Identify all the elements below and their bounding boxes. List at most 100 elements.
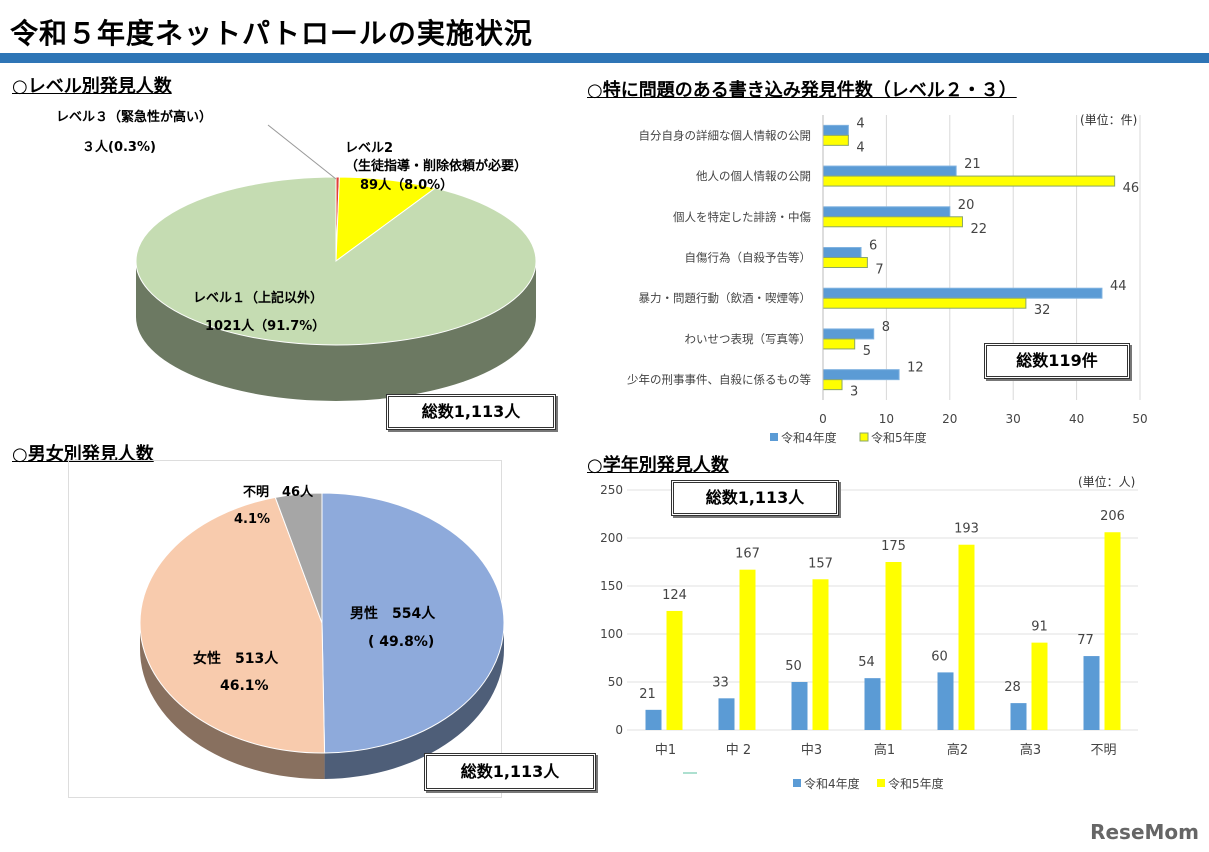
data-label: 4 bbox=[856, 140, 864, 155]
pie-slice-1 bbox=[139, 496, 326, 754]
legend-swatch-1 bbox=[877, 779, 885, 787]
data-label: 44 bbox=[1110, 279, 1127, 294]
problem-unit-label: (単位：件) bbox=[1080, 113, 1138, 127]
data-label: 8 bbox=[882, 320, 890, 335]
bar-r5 bbox=[1104, 532, 1121, 730]
bar-r5 bbox=[739, 569, 756, 730]
category-label: 中1 bbox=[655, 743, 676, 758]
y-tick-label: 200 bbox=[600, 531, 623, 545]
data-label: 193 bbox=[954, 522, 979, 537]
bar-r4 bbox=[1010, 703, 1027, 730]
label-female-name: 女性 513人 bbox=[193, 650, 279, 667]
category-label: 少年の刑事事件、自殺に係るもの等 bbox=[627, 373, 811, 387]
bar-r4 bbox=[645, 709, 662, 730]
data-label: 50 bbox=[785, 659, 802, 674]
y-tick-label: 0 bbox=[615, 723, 623, 737]
bar-r5 bbox=[822, 134, 849, 146]
label-female-pct: 46.1% bbox=[220, 678, 269, 694]
category-label: 個人を特定した誹謗・中傷 bbox=[673, 210, 811, 224]
level-pie-chart: レベル３（緊急性が高い） ３人(0.3%) レベル2 （生徒指導・削除依頼が必要） 89… bbox=[56, 109, 537, 401]
x-tick-label: 20 bbox=[942, 412, 957, 426]
section-title-gender: ○男女別発見人数 bbox=[12, 444, 154, 465]
category-label: 暴力・問題行動（飲酒・喫煙等） bbox=[639, 291, 812, 305]
problem-bar-chart: 0 10 20 30 40 50自分自身の詳細な個人情報の公開44他人の個人情報の公開21… bbox=[627, 115, 1148, 445]
page-title: 令和５年度ネットパトロールの実施状況 bbox=[10, 17, 533, 50]
bar-r5 bbox=[885, 562, 902, 730]
y-tick-label: 50 bbox=[608, 675, 623, 689]
leader-line-level3 bbox=[267, 124, 337, 180]
y-tick-label: 100 bbox=[600, 627, 623, 641]
bar-r4 bbox=[1083, 656, 1100, 730]
label-male-pct: ( 49.8%) bbox=[368, 634, 434, 650]
label-level1-value: 1021人（91.7%） bbox=[205, 318, 325, 334]
data-label: 7 bbox=[875, 263, 883, 278]
y-tick-label: 150 bbox=[600, 579, 623, 593]
bar-r5 bbox=[822, 297, 1027, 309]
section-title-level: ○レベル別発見人数 bbox=[12, 76, 172, 97]
legend-label-0: 令和4年度 bbox=[781, 430, 837, 445]
bar-r5 bbox=[822, 338, 856, 350]
label-level1-name: レベル１（上記以外） bbox=[193, 290, 323, 306]
category-label: 他人の個人情報の公開 bbox=[696, 169, 811, 183]
x-tick-label: 50 bbox=[1132, 412, 1147, 426]
pie-slice-0 bbox=[135, 176, 537, 346]
level-total-box: 総数1,113人 bbox=[386, 394, 556, 430]
data-label: 124 bbox=[662, 588, 687, 603]
category-label: 中3 bbox=[801, 743, 822, 758]
label-level3-value: ３人(0.3%) bbox=[82, 139, 156, 155]
data-label: 157 bbox=[808, 556, 833, 571]
grade-unit-label: (単位：人) bbox=[1078, 475, 1136, 489]
data-label: 91 bbox=[1031, 620, 1048, 635]
data-label: 4 bbox=[856, 116, 864, 131]
legend-swatch-1 bbox=[859, 432, 869, 442]
pie-slice-2 bbox=[335, 176, 437, 263]
legend-label-1: 令和5年度 bbox=[871, 430, 927, 445]
data-label: 3 bbox=[850, 385, 858, 400]
pie-slice-0 bbox=[321, 492, 505, 754]
label-level2-name: レベル2 bbox=[345, 141, 393, 156]
bar-r5 bbox=[666, 610, 683, 730]
bar-r5 bbox=[822, 379, 843, 391]
section-title-grade: ○学年別発見人数 bbox=[587, 455, 729, 476]
x-tick-label: 40 bbox=[1069, 412, 1084, 426]
data-label: 175 bbox=[881, 539, 906, 554]
data-label: 167 bbox=[735, 547, 760, 562]
data-label: 5 bbox=[863, 344, 871, 359]
pie-side-0 bbox=[136, 261, 536, 401]
category-label: 自分自身の詳細な個人情報の公開 bbox=[639, 128, 812, 142]
bar-r4 bbox=[822, 328, 875, 340]
data-label: 20 bbox=[958, 198, 975, 213]
gender-total-box: 総数1,113人 bbox=[424, 753, 596, 791]
bar-r4 bbox=[822, 369, 900, 381]
data-label: 6 bbox=[869, 239, 877, 254]
bar-r4 bbox=[718, 698, 735, 730]
legend-label-0: 令和4年度 bbox=[804, 776, 860, 791]
data-label: 21 bbox=[964, 157, 981, 172]
bar-r5 bbox=[822, 216, 963, 228]
data-label: 12 bbox=[907, 361, 924, 376]
bar-r4 bbox=[822, 124, 849, 136]
pie-side-1 bbox=[140, 623, 325, 779]
label-unknown-pct: 4.1% bbox=[234, 512, 270, 527]
legend-swatch-0 bbox=[793, 779, 801, 787]
bar-r4 bbox=[937, 672, 954, 730]
category-label: 中 2 bbox=[726, 743, 751, 758]
section-title-problem: ○特に問題のある書き込み発見件数（レベル２・３） bbox=[587, 80, 1017, 101]
data-label: 77 bbox=[1077, 633, 1094, 648]
bar-r5 bbox=[1031, 642, 1048, 730]
category-label: 自傷行為（自殺予告等） bbox=[685, 251, 812, 265]
y-tick-label: 250 bbox=[600, 483, 623, 497]
title-divider bbox=[0, 53, 1209, 63]
legend-label-1: 令和5年度 bbox=[888, 776, 944, 791]
data-label: 46 bbox=[1123, 181, 1140, 196]
category-label: 高2 bbox=[947, 742, 968, 758]
bar-r5 bbox=[812, 579, 829, 730]
label-male-name: 男性 554人 bbox=[350, 605, 436, 622]
x-tick-label: 10 bbox=[879, 412, 894, 426]
grade-total-box: 総数1,113人 bbox=[671, 480, 839, 516]
data-label: 54 bbox=[858, 655, 875, 670]
bar-r5 bbox=[958, 544, 975, 730]
category-label: 高3 bbox=[1020, 742, 1041, 758]
label-unknown-name: 不明 46人 bbox=[243, 484, 314, 500]
resemom-logo: ReseMom bbox=[1090, 820, 1199, 844]
